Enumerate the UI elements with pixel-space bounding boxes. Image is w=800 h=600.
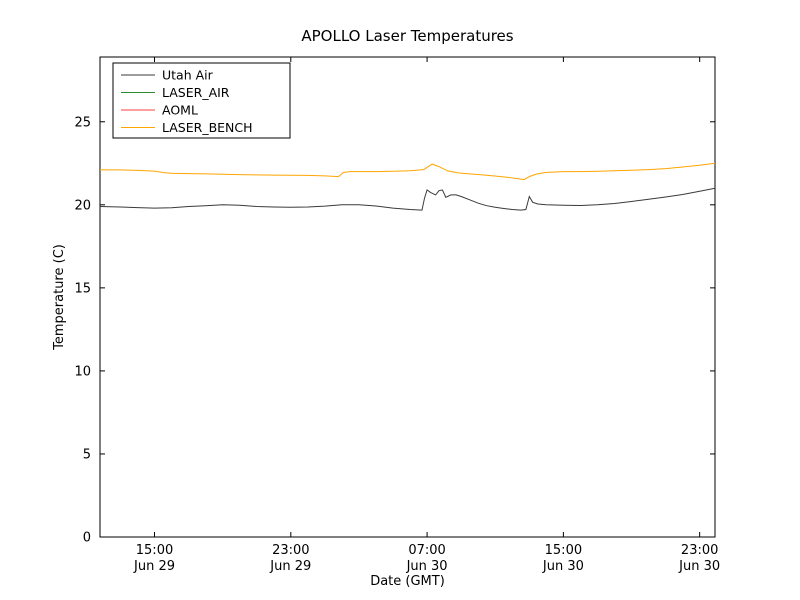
x-tick-label-date: Jun 29 (269, 559, 311, 574)
y-axis-label: Temperature (C) (52, 244, 67, 351)
x-tick-label-time: 15:00 (545, 543, 582, 558)
y-tick-label: 0 (83, 531, 91, 546)
x-tick-label-date: Jun 30 (542, 559, 584, 574)
series-line-laser-bench (100, 162, 716, 181)
y-tick-label: 20 (74, 198, 91, 213)
legend-label: LASER_AIR (162, 85, 230, 100)
x-tick-label-time: 23:00 (681, 543, 718, 558)
chart-title: APOLLO Laser Temperatures (301, 27, 513, 45)
x-tick-label-time: 07:00 (408, 543, 445, 558)
x-tick-label-time: 23:00 (272, 543, 309, 558)
x-tick-label-time: 15:00 (136, 543, 173, 558)
series-line-utah-air (99, 187, 716, 211)
y-tick-label: 15 (74, 281, 91, 296)
legend-label: Utah Air (162, 68, 214, 83)
axes-frame (99, 56, 716, 538)
x-tick-label-date: Jun 30 (678, 559, 720, 574)
y-tick-label: 5 (83, 447, 91, 462)
x-tick-label-date: Jun 29 (133, 559, 175, 574)
x-axis-label: Date (GMT) (370, 574, 445, 589)
y-tick-label: 25 (74, 115, 91, 130)
y-tick-label: 10 (74, 364, 91, 379)
x-tick-label-date: Jun 30 (406, 559, 448, 574)
legend-label: LASER_BENCH (162, 120, 253, 135)
legend-label: AOML (162, 103, 198, 118)
